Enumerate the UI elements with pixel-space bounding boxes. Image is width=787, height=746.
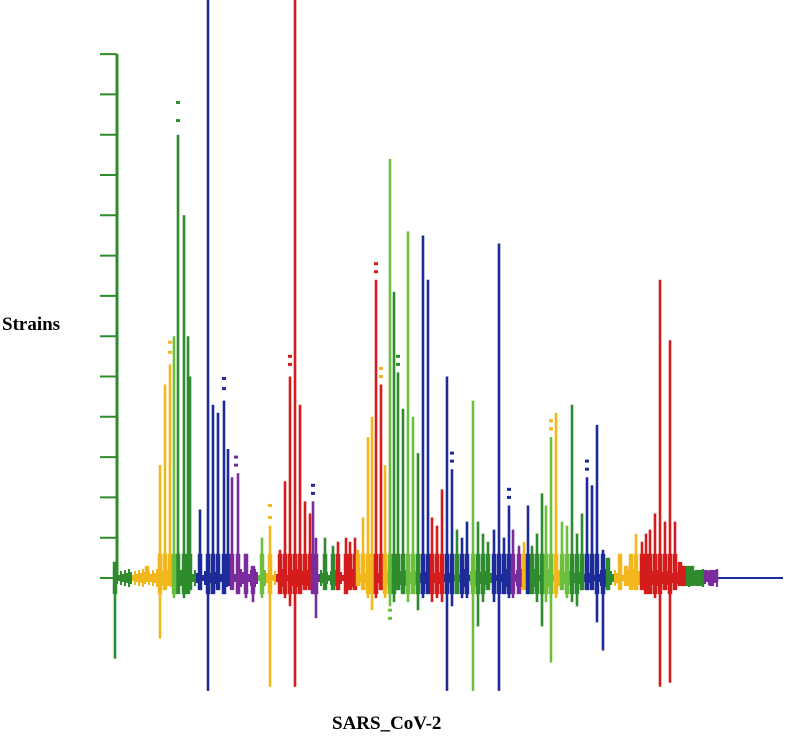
y-axis-label: Strains bbox=[2, 314, 61, 335]
outlier-dot-purple bbox=[234, 463, 238, 467]
outlier-dot-green bbox=[396, 362, 400, 366]
outlier-dot-blue bbox=[222, 387, 226, 391]
outlier-dot-red bbox=[374, 262, 378, 266]
outlier-dot-yellow bbox=[168, 340, 172, 344]
outlier-dot-blue bbox=[222, 377, 226, 381]
outlier-dot-yellow bbox=[379, 375, 383, 378]
outlier-dot-green bbox=[176, 100, 180, 104]
outlier-dot-blue bbox=[311, 491, 315, 495]
outlier-dot-blue bbox=[450, 451, 454, 455]
outlier-dot-blue bbox=[585, 467, 589, 471]
outlier-dot-red bbox=[374, 270, 378, 274]
outlier-dot-blue bbox=[450, 459, 454, 463]
outlier-dot-red bbox=[288, 354, 292, 358]
outlier-dot-yellow bbox=[168, 350, 172, 354]
x-axis-label: SARS_CoV-2 bbox=[332, 713, 442, 734]
outlier-dot-green bbox=[176, 119, 180, 123]
outlier-dot-green bbox=[396, 354, 400, 358]
outlier-dot-yellow bbox=[379, 366, 383, 370]
outlier-dot-yellow bbox=[549, 419, 553, 423]
outlier-dot-purple bbox=[234, 455, 238, 459]
outlier-dot-yellow bbox=[549, 427, 553, 431]
outlier-dot-blue bbox=[507, 487, 511, 491]
outlier-dot-red bbox=[288, 362, 292, 366]
outlier-dot-yellow bbox=[268, 503, 272, 507]
outlier-dot-lightgreen bbox=[388, 608, 392, 612]
outlier-dot-blue bbox=[311, 483, 315, 487]
outlier-dot-blue bbox=[507, 495, 511, 499]
outlier-dot-yellow bbox=[268, 516, 272, 520]
outlier-dot-lightgreen bbox=[388, 616, 392, 620]
outlier-dot-blue bbox=[585, 459, 589, 463]
